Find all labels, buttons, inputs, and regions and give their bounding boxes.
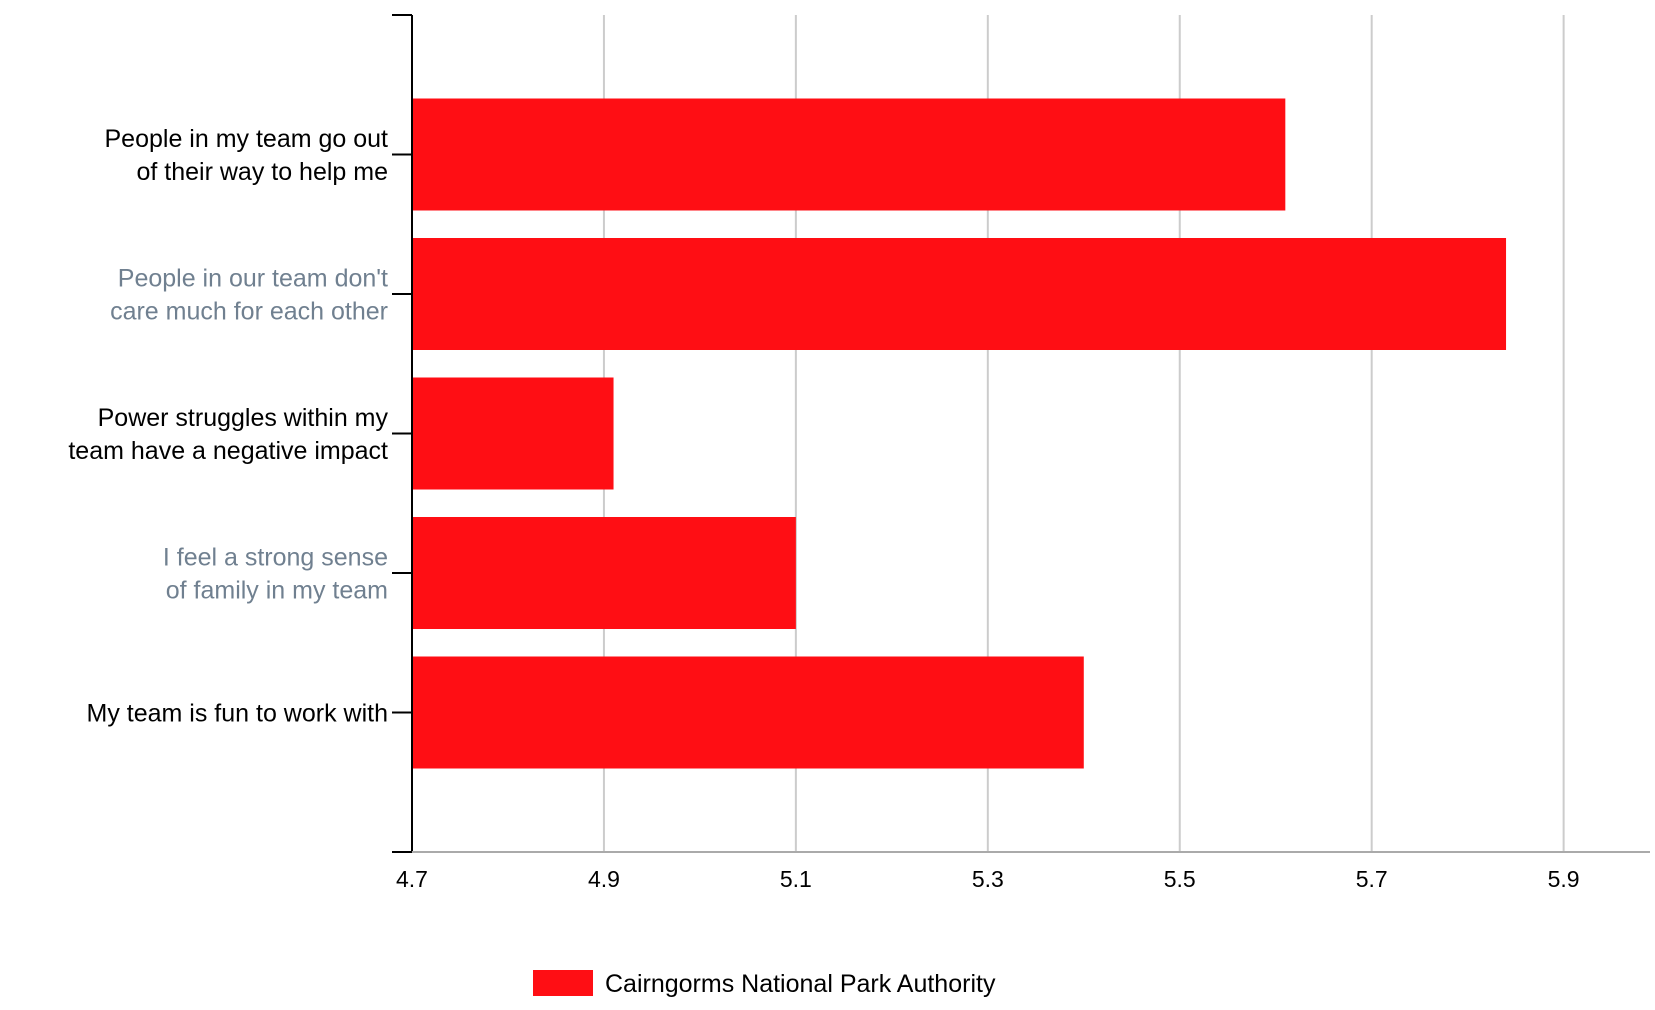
category-label: Power struggles within my team have a neg…: [68, 404, 388, 465]
x-tick-label: 4.9: [588, 866, 620, 892]
category-label-line: I feel a strong sense: [163, 544, 388, 572]
category-label: My team is fun to work with: [87, 700, 388, 728]
axes: [392, 14, 1650, 853]
category-label-line: of their way to help me: [136, 158, 388, 186]
x-tick-label: 4.7: [396, 866, 428, 892]
category-label: People in our team don't care much for ea…: [110, 265, 388, 326]
legend: Cairngorms National Park Authority: [533, 970, 996, 998]
x-tick-label: 5.7: [1356, 866, 1388, 892]
category-label-line: My team is fun to work with: [87, 700, 388, 728]
category-label-line: Power struggles within my: [98, 404, 389, 432]
x-tick-label: 5.5: [1164, 866, 1196, 892]
x-tick-labels: 4.7 4.9 5.1 5.3 5.5 5.7 5.9: [396, 866, 1580, 892]
x-tick-label: 5.9: [1548, 866, 1580, 892]
category-label-line: care much for each other: [110, 298, 388, 326]
bar: [412, 656, 1084, 769]
bar: [412, 377, 614, 490]
category-labels: People in my team go out of their way to …: [68, 125, 388, 728]
category-label: I feel a strong sense of family in my tea…: [163, 544, 388, 605]
category-label-line: People in our team don't: [118, 265, 388, 293]
x-tick-label: 5.1: [780, 866, 812, 892]
bar: [412, 98, 1286, 211]
legend-swatch: [533, 970, 593, 996]
legend-label: Cairngorms National Park Authority: [605, 970, 996, 998]
bar: [412, 517, 796, 629]
category-label-line: team have a negative impact: [68, 437, 388, 465]
bars: [412, 98, 1507, 769]
bar: [412, 238, 1507, 350]
category-label-line: of family in my team: [166, 577, 388, 605]
category-label: People in my team go out of their way to …: [105, 125, 389, 186]
category-label-line: People in my team go out: [105, 125, 389, 153]
x-tick-label: 5.3: [972, 866, 1004, 892]
